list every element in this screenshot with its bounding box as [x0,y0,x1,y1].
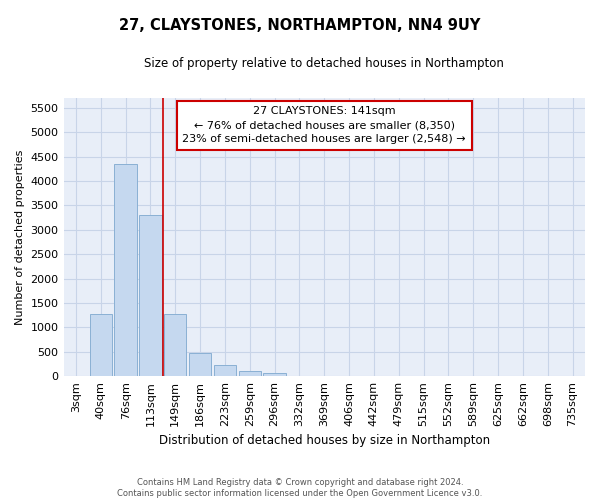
Bar [89,314,112,376]
Title: Size of property relative to detached houses in Northampton: Size of property relative to detached ho… [145,58,504,70]
Text: 27 CLAYSTONES: 141sqm
← 76% of detached houses are smaller (8,350)
23% of semi-d: 27 CLAYSTONES: 141sqm ← 76% of detached … [182,106,466,144]
Bar [164,314,187,376]
Bar [115,164,137,376]
Bar [263,373,286,376]
Bar [214,365,236,376]
Bar [189,353,211,376]
Text: Contains HM Land Registry data © Crown copyright and database right 2024.
Contai: Contains HM Land Registry data © Crown c… [118,478,482,498]
Y-axis label: Number of detached properties: Number of detached properties [15,150,25,325]
X-axis label: Distribution of detached houses by size in Northampton: Distribution of detached houses by size … [159,434,490,448]
Bar [139,215,161,376]
Bar [239,372,261,376]
Text: 27, CLAYSTONES, NORTHAMPTON, NN4 9UY: 27, CLAYSTONES, NORTHAMPTON, NN4 9UY [119,18,481,32]
